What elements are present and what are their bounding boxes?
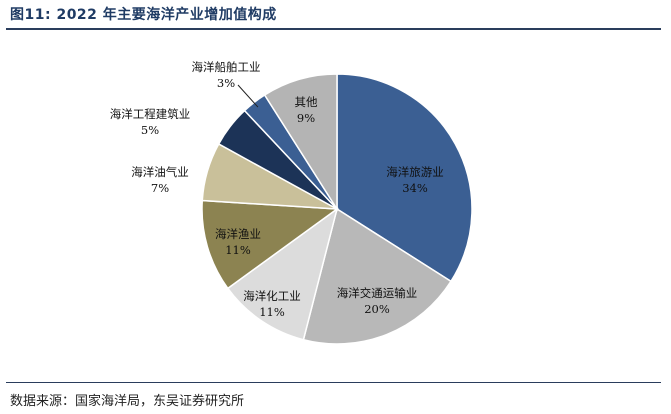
slice-labels: 海洋旅游业 34% 海洋交通运输业 20% 海洋化工业 11% 海洋渔业 11% 海洋油气业 7%… xyxy=(110,60,444,319)
slice-value-label: 20% xyxy=(364,302,390,316)
slice-value-label: 11% xyxy=(225,243,251,257)
slice-label: 海洋交通运输业 xyxy=(337,286,418,300)
slice-label: 海洋工程建筑业 xyxy=(110,107,191,121)
slice-value-label: 3% xyxy=(217,76,235,90)
pie-slice xyxy=(201,199,340,290)
slice-value-label: 5% xyxy=(141,123,159,137)
slice-label: 海洋旅游业 xyxy=(386,165,444,179)
leader-lines xyxy=(237,84,259,108)
pie-slice xyxy=(263,73,338,212)
top-divider xyxy=(6,28,661,30)
slice-value-label: 7% xyxy=(151,181,169,195)
chart-title: 图11: 2022 年主要海洋产业增加值构成 xyxy=(10,7,277,23)
slice-label: 海洋油气业 xyxy=(131,165,189,179)
slice-label: 海洋渔业 xyxy=(215,227,261,241)
pie-slices xyxy=(201,73,473,345)
slice-value-label: 9% xyxy=(297,111,315,125)
slice-label: 海洋化工业 xyxy=(243,289,301,303)
pie-slice xyxy=(302,207,453,345)
source-note: 数据来源：国家海洋局，东吴证券研究所 xyxy=(10,394,245,409)
slice-label: 其他 xyxy=(295,95,318,109)
pie-slice xyxy=(226,207,339,341)
slice-label: 海洋船舶工业 xyxy=(192,60,261,74)
bottom-divider xyxy=(6,382,661,383)
slice-value-label: 11% xyxy=(259,305,285,319)
leader-line xyxy=(237,84,259,108)
slice-value-label: 34% xyxy=(402,181,428,195)
pie-slice xyxy=(336,73,473,283)
